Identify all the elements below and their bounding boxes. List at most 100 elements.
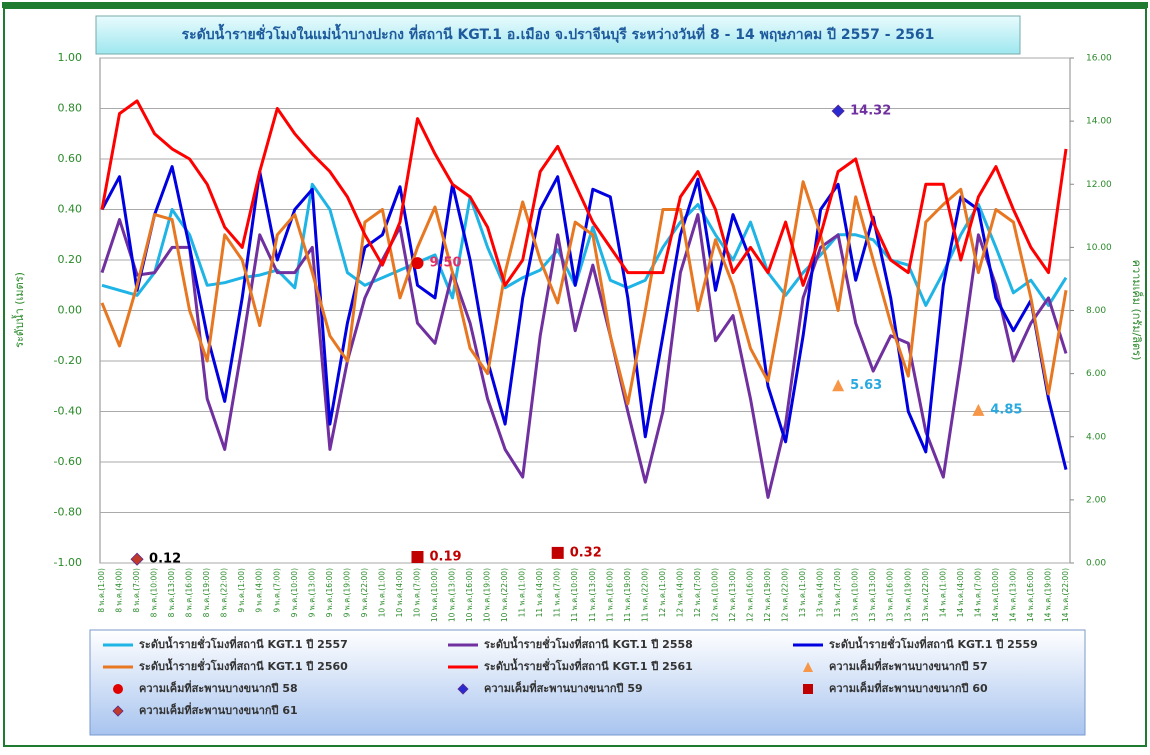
- outer-frame: [3, 7, 1147, 747]
- legend-label: ระดับน้ำรายชั่วโมงที่สถานี KGT.1 ปี 2559: [829, 636, 1038, 651]
- x-tick-label: 12 พ.ค.(19:00): [763, 568, 772, 622]
- x-tick-label: 9 พ.ค.(4:00): [255, 568, 264, 613]
- legend-label: ความเค็มที่สะพานบางขนากปี 58: [139, 680, 298, 695]
- x-tick-label: 13 พ.ค.(16:00): [886, 568, 895, 622]
- y-tick-label: -0.40: [54, 405, 82, 418]
- marker: [803, 662, 813, 672]
- y-tick-label: -1.00: [54, 556, 82, 569]
- legend-label: ระดับน้ำรายชั่วโมงที่สถานี KGT.1 ปี 2560: [139, 658, 348, 673]
- x-tick-label: 10 พ.ค.(10:00): [430, 568, 439, 622]
- x-tick-label: 11 พ.ค.(16:00): [605, 568, 614, 622]
- data-label: 4.85: [990, 402, 1022, 417]
- data-label: 5.63: [850, 378, 882, 393]
- x-tick-label: 10 พ.ค.(7:00): [412, 568, 421, 617]
- data-label: 9.50: [429, 256, 461, 271]
- x-tick-label: 8 พ.ค.(19:00): [202, 568, 211, 617]
- x-tick-label: 8 พ.ค.(13:00): [167, 568, 176, 617]
- legend-label: ความเค็มที่สะพานบางขนากปี 59: [484, 680, 643, 695]
- x-tick-label: 8 พ.ค.(16:00): [185, 568, 194, 617]
- y-tick-label: 0.40: [58, 203, 83, 216]
- x-tick-label: 9 พ.ค.(7:00): [272, 568, 281, 613]
- x-tick-label: 12 พ.ค.(16:00): [746, 568, 755, 622]
- marker: [411, 551, 424, 564]
- x-tick-label: 13 พ.ค.(7:00): [833, 568, 842, 617]
- legend-label: ระดับน้ำรายชั่วโมงที่สถานี KGT.1 ปี 2557: [139, 636, 348, 651]
- x-tick-label: 13 พ.ค.(10:00): [851, 568, 860, 622]
- y2-tick-label: 0.00: [1086, 559, 1106, 569]
- x-tick-label: 14 พ.ค.(1:00): [938, 568, 947, 617]
- x-tick-label: 9 พ.ค.(22:00): [360, 568, 369, 617]
- top-bar: [2, 2, 1148, 8]
- legend-box: [89, 629, 1086, 736]
- x-tick-label: 8 พ.ค.(4:00): [115, 568, 124, 613]
- x-tick-label: 9 พ.ค.(10:00): [290, 568, 299, 617]
- data-label: 0.19: [429, 550, 461, 565]
- x-tick-label: 14 พ.ค.(13:00): [1008, 568, 1017, 622]
- y-tick-label: 0.20: [58, 253, 83, 266]
- x-tick-label: 10 พ.ค.(1:00): [377, 568, 386, 617]
- x-tick-label: 10 พ.ค.(19:00): [483, 568, 492, 622]
- x-tick-label: 10 พ.ค.(13:00): [448, 568, 457, 622]
- line-series: [100, 180, 1068, 406]
- y2-tick-label: 8.00: [1086, 306, 1106, 316]
- x-tick-label: 13 พ.ค.(4:00): [816, 568, 825, 617]
- x-tick-label: 12 พ.ค.(7:00): [693, 568, 702, 617]
- x-tick-label: 11 พ.ค.(7:00): [553, 568, 562, 617]
- x-tick-label: 12 พ.ค.(10:00): [710, 568, 719, 622]
- x-tick-label: 9 พ.ค.(19:00): [342, 568, 351, 617]
- x-tick-label: 8 พ.ค.(10:00): [150, 568, 159, 617]
- marker: [832, 379, 845, 392]
- x-tick-label: 14 พ.ค.(7:00): [973, 568, 982, 617]
- x-tick-label: 13 พ.ค.(13:00): [868, 568, 877, 622]
- title-box: [95, 15, 1021, 55]
- data-label: 0.32: [570, 545, 602, 560]
- y2-tick-label: 2.00: [1086, 495, 1106, 505]
- y-tick-label: -0.20: [54, 354, 82, 367]
- legend-label: ระดับน้ำรายชั่วโมงที่สถานี KGT.1 ปี 2558: [484, 636, 693, 651]
- x-tick-label: 12 พ.ค.(1:00): [658, 568, 667, 617]
- x-tick-label: 11 พ.ค.(10:00): [570, 568, 579, 622]
- data-label: 14.32: [850, 104, 891, 119]
- legend-label: ระดับน้ำรายชั่วโมงที่สถานี KGT.1 ปี 2561: [484, 658, 693, 673]
- x-tick-label: 14 พ.ค.(10:00): [991, 568, 1000, 622]
- y2-tick-label: 14.00: [1086, 117, 1112, 127]
- y2-tick-label: 10.00: [1086, 243, 1112, 253]
- x-tick-label: 13 พ.ค.(1:00): [798, 568, 807, 617]
- x-tick-label: 8 พ.ค.(7:00): [132, 568, 141, 613]
- x-tick-label: 11 พ.ค.(19:00): [623, 568, 632, 622]
- y-tick-label: -0.60: [54, 455, 82, 468]
- x-tick-label: 10 พ.ค.(22:00): [500, 568, 509, 622]
- x-tick-label: 13 พ.ค.(22:00): [921, 568, 930, 622]
- x-tick-label: 9 พ.ค.(16:00): [325, 568, 334, 617]
- x-tick-label: 10 พ.ค.(16:00): [465, 568, 474, 622]
- y-tick-label: 0.00: [58, 304, 83, 317]
- line-series: [100, 99, 1068, 287]
- y-tick-label: 1.00: [58, 51, 83, 64]
- marker: [112, 705, 124, 717]
- x-tick-label: 11 พ.ค.(13:00): [588, 568, 597, 622]
- y2-tick-label: 4.00: [1086, 432, 1106, 442]
- x-tick-label: 9 พ.ค.(1:00): [237, 568, 246, 613]
- x-tick-label: 12 พ.ค.(22:00): [781, 568, 790, 622]
- x-tick-label: 11 พ.ค.(1:00): [518, 568, 527, 617]
- line-series: [100, 165, 1068, 470]
- x-tick-label: 11 พ.ค.(22:00): [640, 568, 649, 622]
- x-tick-label: 13 พ.ค.(19:00): [903, 568, 912, 622]
- marker: [457, 683, 469, 695]
- x-tick-label: 11 พ.ค.(4:00): [535, 568, 544, 617]
- marker: [803, 684, 813, 694]
- marker: [551, 546, 564, 559]
- y2-axis-title: ความเค็ม (กรัม/ลิตร): [1130, 260, 1144, 361]
- x-tick-label: 14 พ.ค.(16:00): [1026, 568, 1035, 622]
- x-tick-label: 12 พ.ค.(4:00): [675, 568, 684, 617]
- y-tick-label: 0.80: [58, 102, 83, 115]
- y-tick-label: 0.60: [58, 152, 83, 165]
- y2-tick-label: 16.00: [1086, 54, 1112, 64]
- x-tick-label: 14 พ.ค.(22:00): [1061, 568, 1070, 622]
- marker: [972, 403, 985, 416]
- x-tick-label: 12 พ.ค.(13:00): [728, 568, 737, 622]
- x-tick-label: 14 พ.ค.(4:00): [956, 568, 965, 617]
- x-tick-label: 8 พ.ค.(22:00): [220, 568, 229, 617]
- y2-tick-label: 6.00: [1086, 369, 1106, 379]
